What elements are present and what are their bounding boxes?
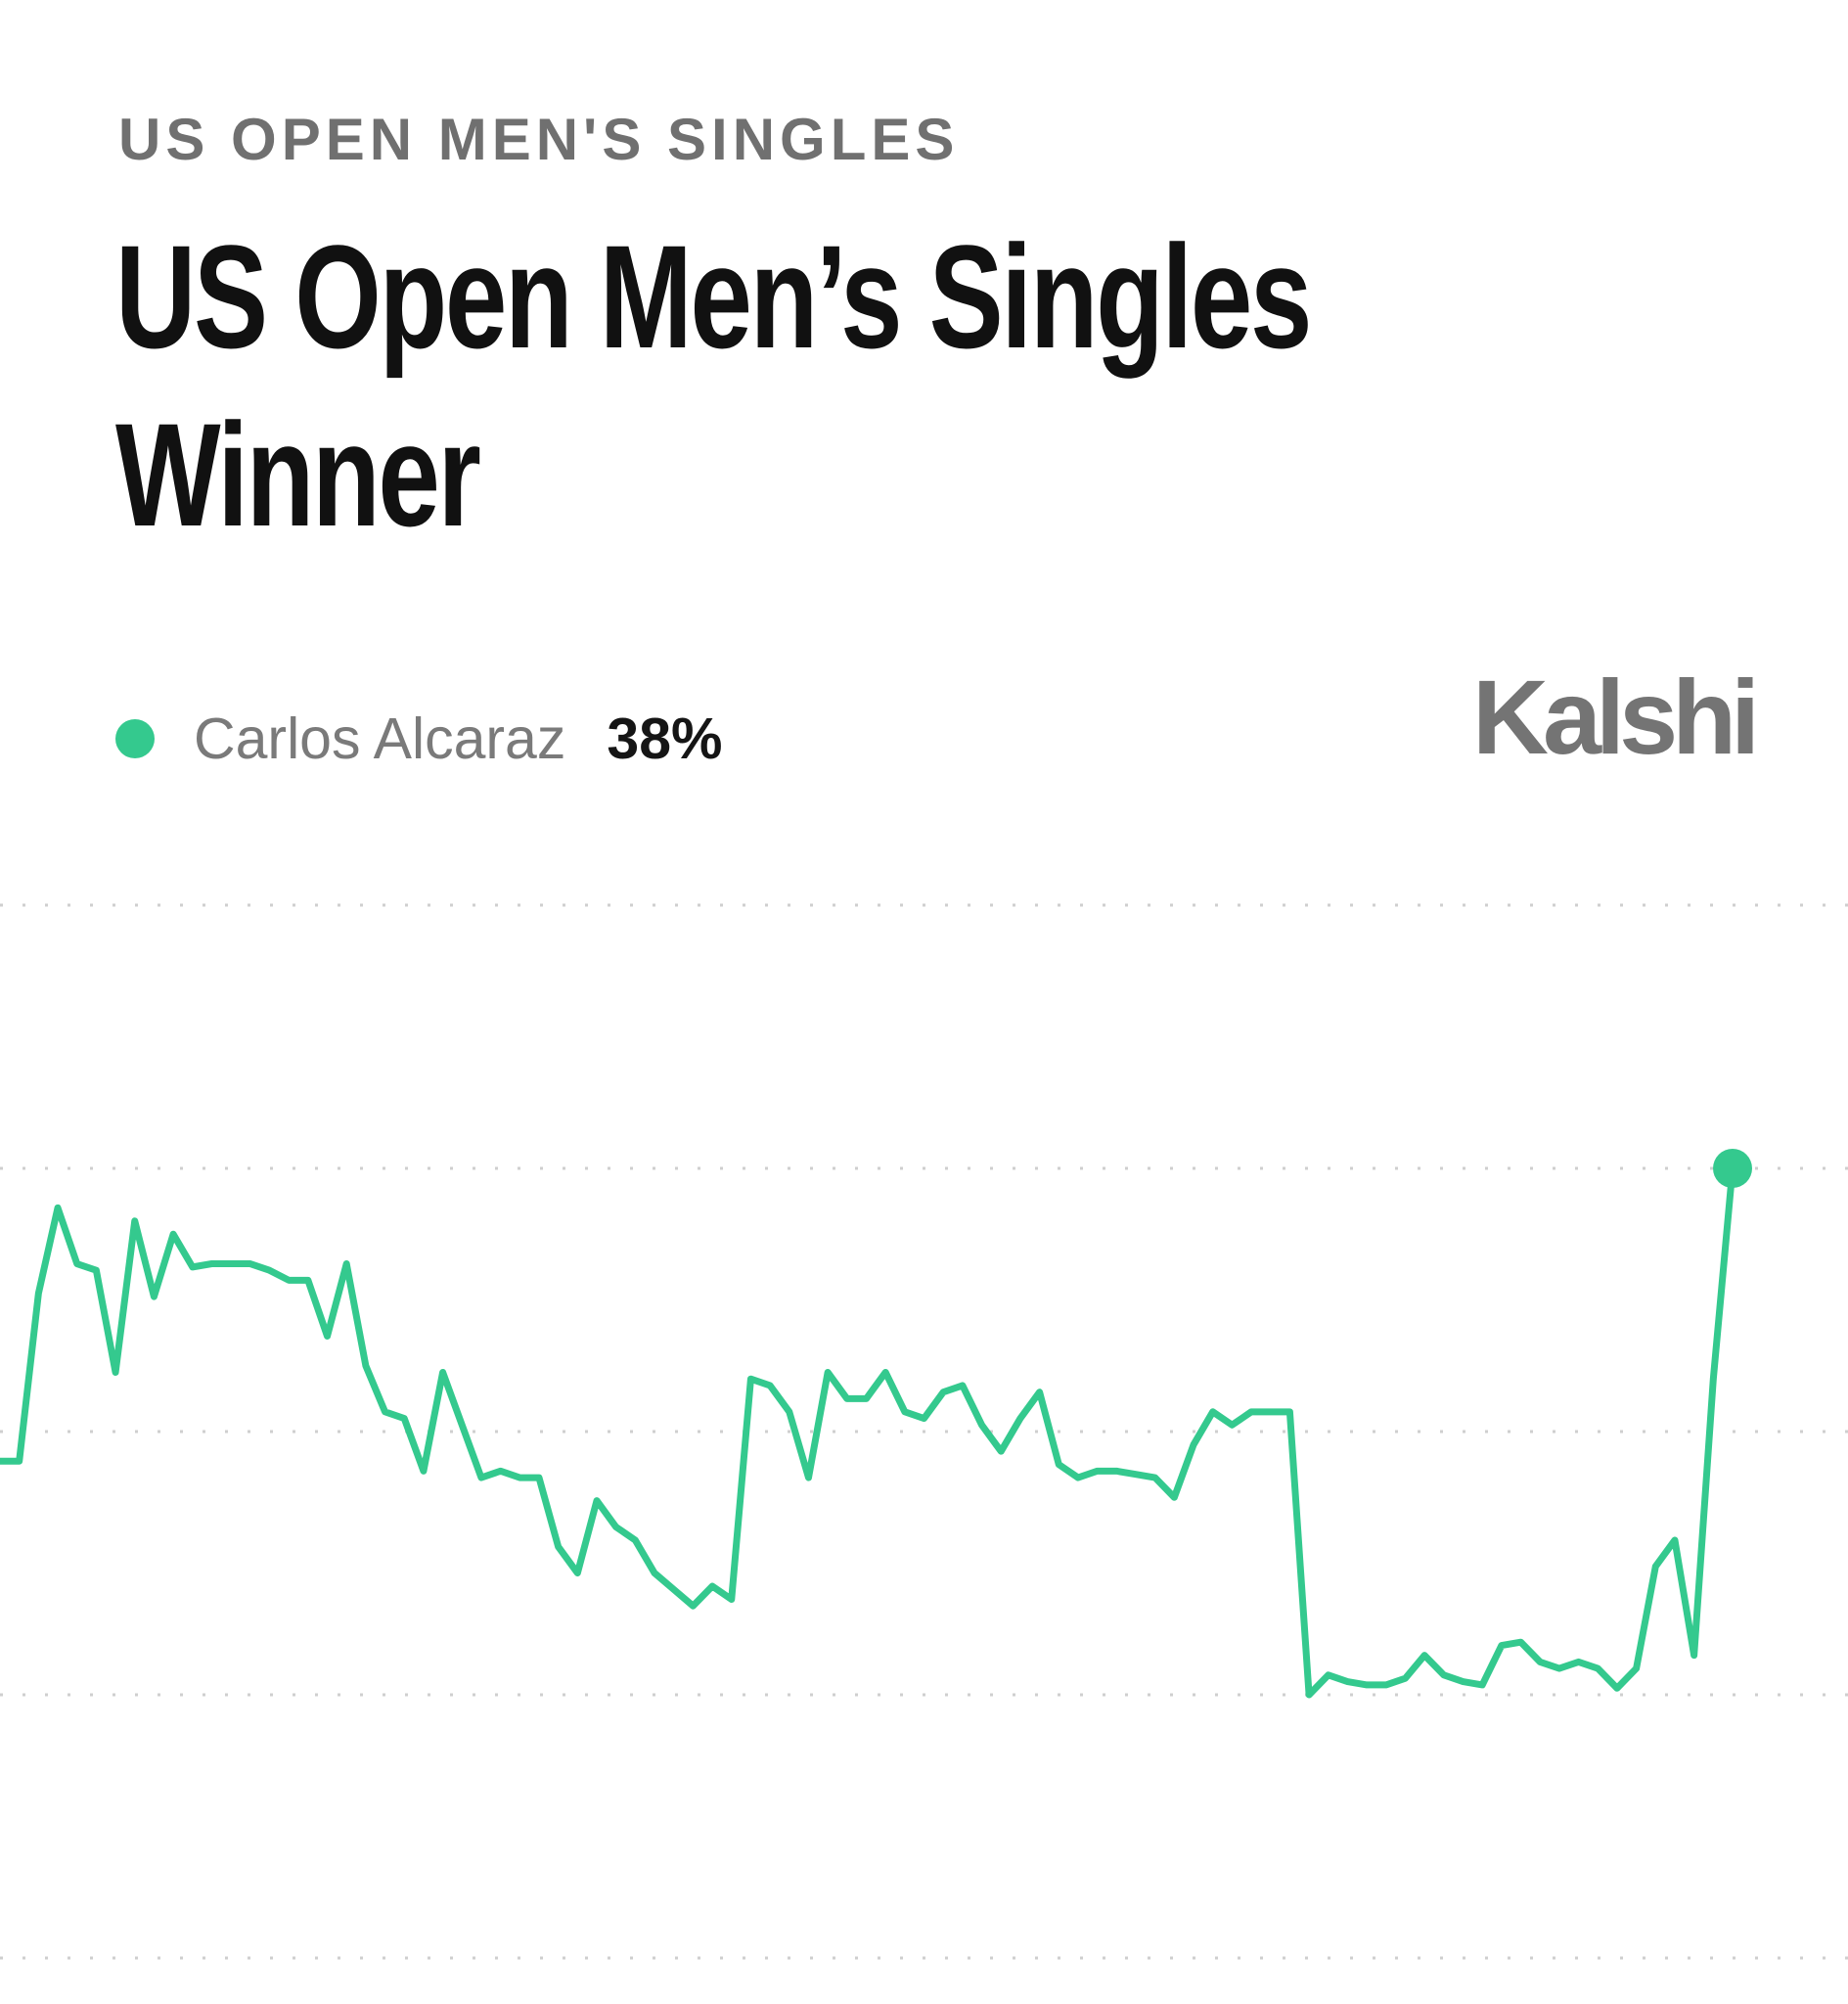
- kicker: US OPEN MEN'S SINGLES: [118, 107, 960, 172]
- legend: Carlos Alcaraz 38%: [115, 706, 722, 771]
- legend-value: 38%: [607, 706, 723, 771]
- title: US Open Men’s Singles Winner: [115, 214, 1312, 557]
- legend-marker: [115, 719, 155, 758]
- end-point: [1713, 1149, 1752, 1188]
- legend-label: Carlos Alcaraz: [194, 706, 566, 771]
- line: [0, 1164, 1736, 1699]
- brand-logo: Kalshi: [1472, 658, 1760, 776]
